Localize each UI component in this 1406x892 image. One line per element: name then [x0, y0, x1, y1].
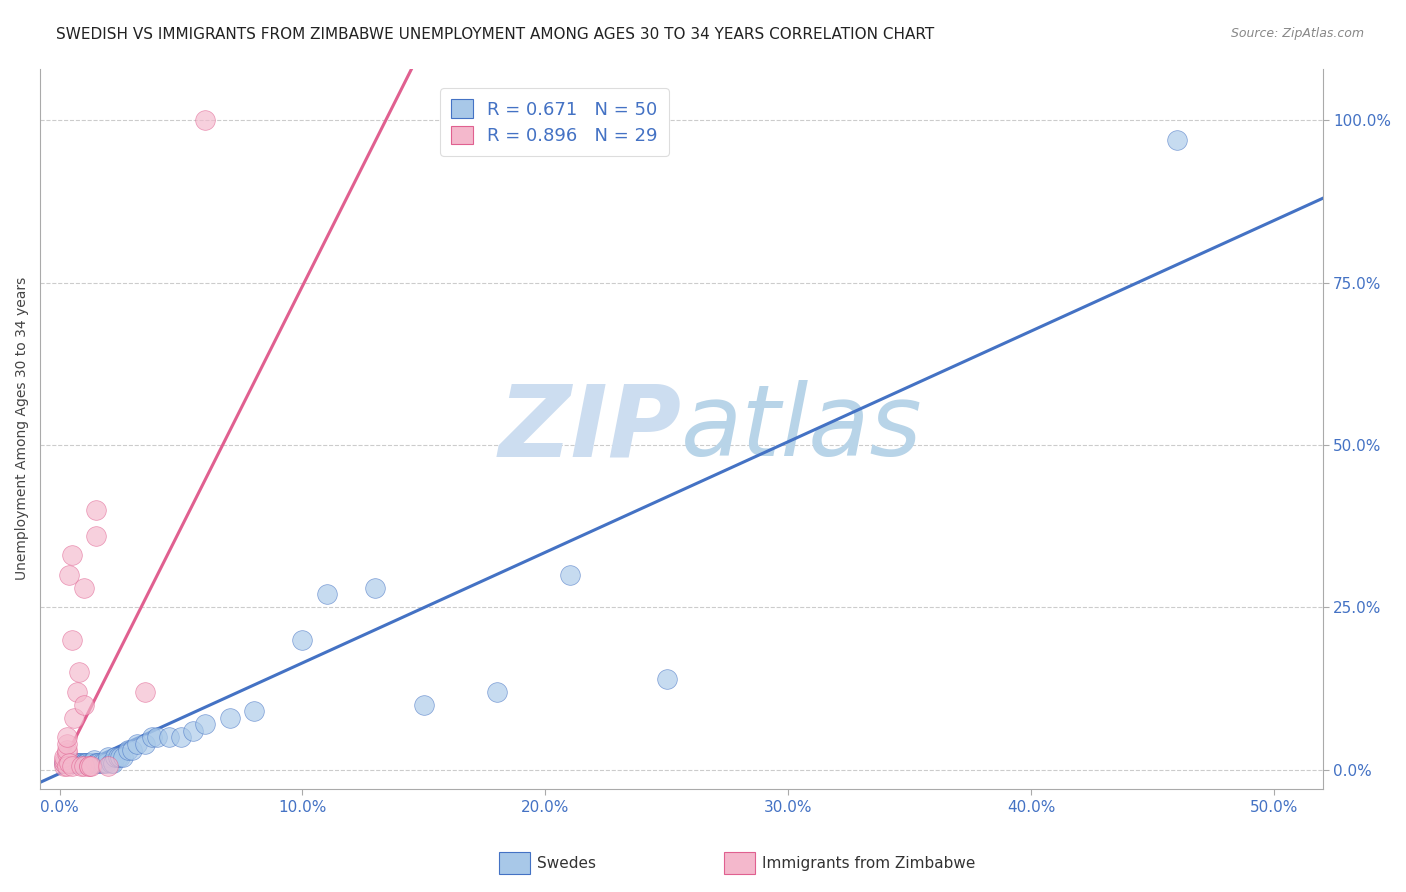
Point: [67, 665, 90, 680]
Point: [94, 756, 117, 771]
Point: [53, 756, 76, 771]
Point: [73, 698, 96, 712]
Text: Immigrants from Zimbabwe: Immigrants from Zimbabwe: [762, 856, 976, 871]
Point: [53, 759, 76, 773]
Point: [97, 759, 120, 773]
Point: [111, 749, 134, 764]
Point: [110, 749, 132, 764]
Point: [80, 759, 103, 773]
Point: [53, 749, 76, 764]
Point: [77, 759, 100, 773]
Point: [65, 685, 87, 699]
Point: [56, 743, 79, 757]
Point: [1166, 133, 1188, 147]
Point: [56, 759, 79, 773]
Point: [73, 756, 96, 771]
Point: [77, 756, 100, 771]
Text: atlas: atlas: [682, 380, 922, 477]
Point: [243, 704, 266, 718]
Point: [83, 753, 105, 767]
Point: [107, 749, 129, 764]
Point: [63, 756, 86, 771]
Text: Source: ZipAtlas.com: Source: ZipAtlas.com: [1230, 27, 1364, 40]
Point: [181, 723, 204, 738]
Point: [75, 756, 97, 771]
Point: [218, 711, 240, 725]
Point: [170, 730, 193, 744]
Point: [157, 730, 180, 744]
Point: [100, 756, 122, 771]
Point: [56, 730, 79, 744]
Point: [53, 753, 76, 767]
Point: [67, 756, 90, 771]
Point: [134, 685, 156, 699]
Point: [84, 756, 107, 771]
Point: [58, 568, 80, 582]
Text: ZIP: ZIP: [498, 380, 682, 477]
Point: [70, 759, 93, 773]
Point: [60, 756, 83, 771]
Point: [141, 730, 163, 744]
Text: SWEDISH VS IMMIGRANTS FROM ZIMBABWE UNEMPLOYMENT AMONG AGES 30 TO 34 YEARS CORRE: SWEDISH VS IMMIGRANTS FROM ZIMBABWE UNEM…: [56, 27, 935, 42]
Point: [101, 756, 124, 771]
Point: [53, 756, 76, 771]
Point: [58, 756, 80, 771]
Point: [104, 749, 127, 764]
Point: [117, 743, 139, 757]
Point: [56, 756, 79, 771]
Point: [84, 503, 107, 517]
Point: [63, 711, 86, 725]
Point: [134, 737, 156, 751]
Point: [84, 756, 107, 771]
Point: [485, 685, 508, 699]
Point: [412, 698, 434, 712]
Point: [194, 717, 217, 731]
Point: [73, 581, 96, 595]
Point: [67, 756, 90, 771]
Point: [194, 113, 217, 128]
Point: [77, 759, 100, 773]
Point: [364, 581, 387, 595]
Point: [60, 549, 83, 563]
Y-axis label: Unemployment Among Ages 30 to 34 years: Unemployment Among Ages 30 to 34 years: [15, 277, 30, 581]
Point: [56, 737, 79, 751]
Point: [60, 756, 83, 771]
Point: [60, 632, 83, 647]
Point: [90, 756, 112, 771]
Point: [56, 747, 79, 761]
Point: [60, 759, 83, 773]
Point: [558, 568, 581, 582]
Point: [73, 759, 96, 773]
Point: [65, 756, 87, 771]
Point: [145, 730, 167, 744]
Legend: R = 0.671   N = 50, R = 0.896   N = 29: R = 0.671 N = 50, R = 0.896 N = 29: [440, 88, 669, 156]
Point: [91, 756, 114, 771]
Point: [121, 743, 143, 757]
Point: [127, 737, 149, 751]
Point: [84, 529, 107, 543]
Point: [655, 672, 678, 686]
Point: [315, 587, 337, 601]
Text: Swedes: Swedes: [537, 856, 596, 871]
Point: [80, 756, 103, 771]
Point: [291, 632, 314, 647]
Point: [73, 756, 96, 771]
Point: [87, 756, 110, 771]
Point: [58, 756, 80, 771]
Point: [75, 756, 97, 771]
Point: [97, 749, 120, 764]
Point: [70, 756, 93, 771]
